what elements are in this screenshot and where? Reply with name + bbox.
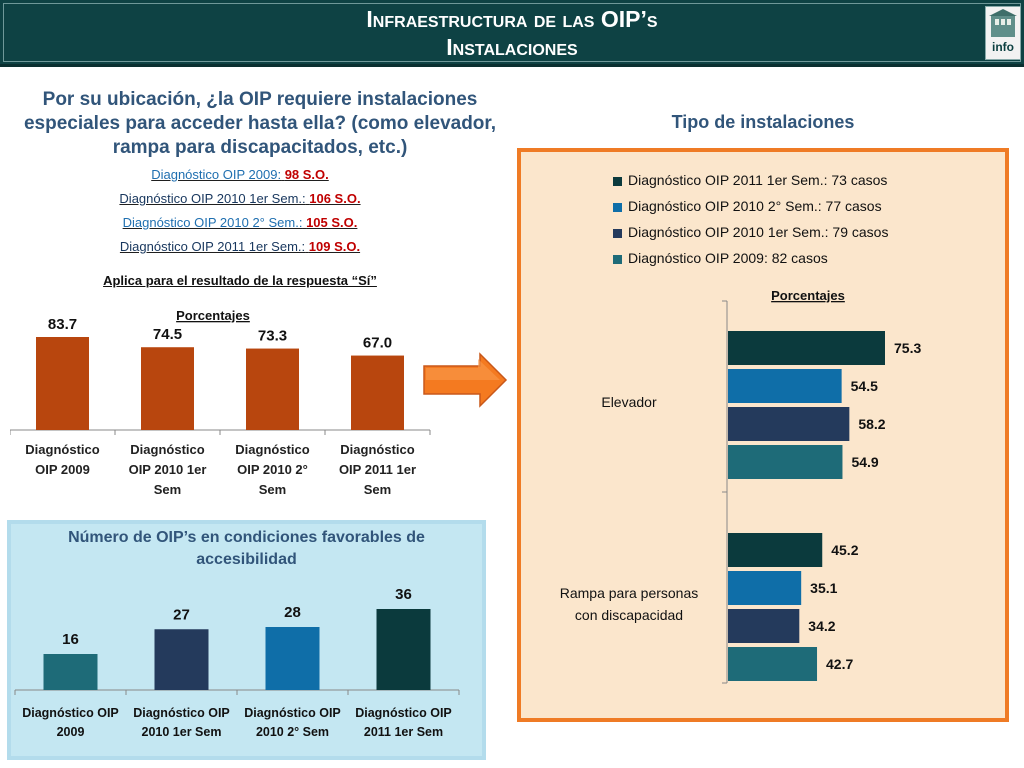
- stat-2010-2: Diagnóstico OIP 2010 2° Sem.: 105 S.O.: [0, 215, 480, 230]
- data-label: 73.3: [258, 328, 287, 345]
- category-label: Diagnóstico: [25, 442, 99, 457]
- stat-value: 105 S.O.: [306, 215, 358, 230]
- bar: [728, 331, 886, 365]
- legend-swatch: [613, 228, 622, 238]
- category-label: OIP 2010 1er: [129, 462, 207, 477]
- category-label: Diagnóstico: [235, 442, 309, 457]
- legend-label: Diagnóstico OIP 2011 1er Sem.: 73 casos: [628, 172, 888, 188]
- stat-label: Diagnóstico OIP 2011 1er Sem.:: [119, 239, 306, 254]
- bar: [141, 347, 194, 430]
- category-label: OIP 2009: [35, 462, 90, 477]
- stat-label: Diagnóstico OIP 2010 1er Sem.:: [119, 191, 306, 206]
- info-logo: info: [985, 6, 1021, 60]
- category-label: Elevador: [601, 394, 657, 410]
- legend-item: Diagnóstico OIP 2009: 82 casos: [613, 250, 888, 276]
- category-label: 2010 1er Sem: [142, 725, 222, 739]
- stat-label: Diagnóstico OIP 2009:: [151, 167, 282, 182]
- stat-2010-1: Diagnóstico OIP 2010 1er Sem.: 106 S.O.: [0, 191, 480, 206]
- category-label: Sem: [154, 482, 181, 497]
- category-label: Sem: [259, 482, 286, 497]
- bar: [351, 355, 404, 430]
- category-label: 2009: [57, 725, 85, 739]
- category-label: Diagnóstico OIP: [355, 706, 452, 720]
- accessibility-bar-chart: 16 Diagnóstico OIP 2009 27 Diagnóstico OIP 20…: [14, 586, 460, 739]
- data-label: 67.0: [363, 335, 392, 352]
- question-line-2: especiales para acceder hasta ella? (com…: [23, 113, 497, 134]
- data-label: 34.2: [808, 618, 835, 634]
- question-line-1: Por su ubicación, ¿la OIP requiere insta…: [42, 89, 478, 110]
- stat-value: 106 S.O.: [309, 191, 361, 206]
- installations-bar-chart: Porcentajes Elevador 75.3 54.5 58.2 54.9 Rampa…: [560, 288, 921, 684]
- data-label: 54.9: [851, 454, 878, 470]
- data-label: 35.1: [810, 580, 837, 596]
- data-label: 45.2: [831, 542, 858, 558]
- chart-title: Porcentajes: [771, 288, 845, 303]
- bar: [265, 627, 320, 690]
- legend-swatch: [613, 176, 622, 186]
- bar: [728, 647, 818, 681]
- category-label: Diagnóstico OIP: [244, 706, 341, 720]
- legend-item: Diagnóstico OIP 2010 2° Sem.: 77 casos: [613, 198, 888, 224]
- category-label: Diagnóstico OIP: [22, 706, 119, 720]
- logo-text: info: [992, 40, 1014, 54]
- legend-item: Diagnóstico OIP 2010 1er Sem.: 79 casos: [613, 224, 888, 250]
- page-title: Infraestructura de las OIP’s: [366, 6, 658, 32]
- installations-title: Tipo de instalaciones: [671, 112, 855, 132]
- category-label: 2010 2° Sem: [256, 725, 329, 739]
- right-arrow-icon: [423, 352, 508, 408]
- bar: [728, 407, 850, 441]
- bar: [376, 609, 431, 690]
- stat-2011-1: Diagnóstico OIP 2011 1er Sem.: 109 S.O.: [0, 239, 480, 254]
- logo-building-icon: [989, 9, 1017, 37]
- header-bar: Infraestructura de las OIP’s Instalacion…: [0, 0, 1024, 67]
- legend-label: Diagnóstico OIP 2010 2° Sem.: 77 casos: [628, 198, 882, 214]
- legend-swatch: [613, 254, 622, 264]
- data-label: 75.3: [894, 340, 921, 356]
- legend-label: Diagnóstico OIP 2010 1er Sem.: 79 casos: [628, 224, 889, 240]
- data-label: 27: [173, 606, 190, 623]
- bar: [728, 609, 800, 643]
- legend-label: Diagnóstico OIP 2009: 82 casos: [628, 250, 828, 266]
- data-label: 83.7: [48, 316, 77, 333]
- bar: [728, 445, 843, 479]
- bar: [43, 654, 98, 690]
- legend-swatch: [613, 202, 622, 212]
- data-label: 16: [62, 631, 79, 648]
- category-label: 2011 1er Sem: [364, 725, 443, 739]
- category-label: OIP 2010 2°: [237, 462, 308, 477]
- accessibility-title-line-2: accesibilidad: [196, 551, 297, 568]
- data-label: 74.5: [153, 326, 182, 343]
- stat-value: 109 S.O.: [308, 239, 361, 254]
- legend-item: Diagnóstico OIP 2011 1er Sem.: 73 casos: [613, 172, 888, 198]
- data-label: 42.7: [826, 656, 853, 672]
- category-label: Diagnóstico: [340, 442, 414, 457]
- stat-label: Diagnóstico OIP 2010 2° Sem.:: [122, 215, 303, 230]
- bar: [728, 571, 802, 605]
- category-label: OIP 2011 1er: [339, 462, 416, 477]
- data-label: 54.5: [851, 378, 878, 394]
- data-label: 28: [284, 604, 301, 621]
- page-subtitle: Instalaciones: [446, 34, 578, 60]
- data-label: 58.2: [858, 416, 885, 432]
- stat-value: 98 S.O.: [284, 167, 329, 182]
- bar: [728, 533, 823, 567]
- bar: [728, 369, 842, 403]
- category-label: Diagnóstico OIP: [133, 706, 230, 720]
- percentages-bar-chart: Porcentajes 83.7 Diagnóstico OIP 2009 74.5 Di…: [10, 308, 431, 497]
- category-label: Sem: [364, 482, 391, 497]
- installations-legend: Diagnóstico OIP 2011 1er Sem.: 73 casos D…: [613, 172, 888, 276]
- bar: [246, 348, 299, 430]
- bar: [36, 337, 89, 430]
- bar: [154, 629, 209, 690]
- accessibility-title-line-1: Número de OIP’s en condiciones favorable…: [68, 529, 425, 546]
- category-label: con discapacidad: [575, 607, 683, 623]
- question-line-3: rampa para discapacitados, etc.): [112, 137, 408, 158]
- category-label: Rampa para personas: [560, 585, 699, 601]
- applies-note: Aplica para el resultado de la respuesta…: [103, 273, 377, 288]
- category-label: Diagnóstico: [130, 442, 204, 457]
- data-label: 36: [395, 586, 412, 603]
- chart-title: Porcentajes: [176, 308, 250, 323]
- stat-2009: Diagnóstico OIP 2009: 98 S.O.: [0, 167, 480, 182]
